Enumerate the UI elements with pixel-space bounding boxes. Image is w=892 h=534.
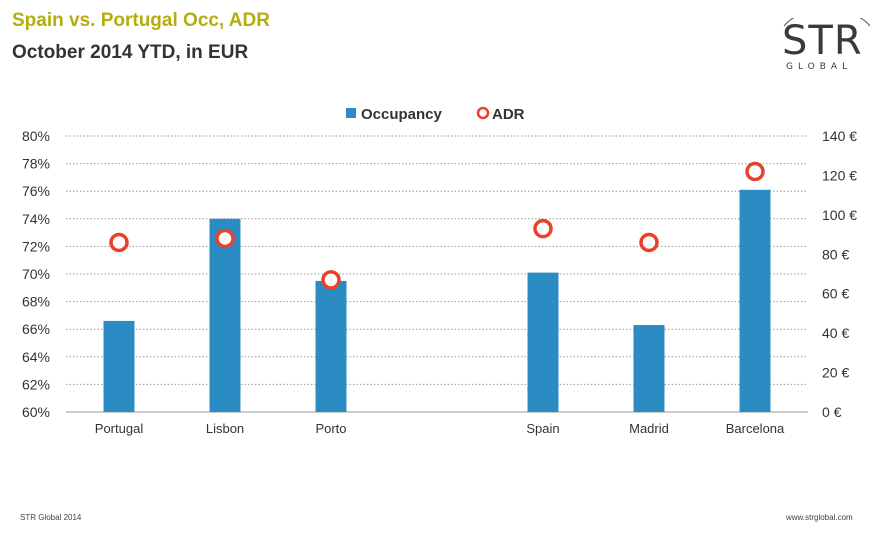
left-axis-tick-labels: 60% 62% 64% 66% 68% 70% 72% 74% 76% 78% 80% (22, 128, 50, 420)
adr-marker (109, 232, 129, 253)
left-tick-label: 60% (22, 404, 50, 420)
category-label: Portugal (95, 421, 144, 436)
logo-main-text: STR (782, 18, 863, 64)
right-tick-label: 80 € (822, 246, 849, 262)
adr-marker (533, 218, 553, 239)
chart-subtitle: October 2014 YTD, in EUR (12, 42, 249, 63)
left-tick-label: 76% (22, 183, 50, 199)
grid-lines (66, 135, 808, 413)
str-global-logo: STR GLOBAL (778, 18, 878, 80)
legend-occupancy-swatch (346, 108, 356, 118)
legend: Occupancy ADR (346, 106, 525, 123)
right-axis-tick-labels: 0 € 20 € 40 € 60 € 80 € 100 € 120 € 140 € (822, 128, 857, 420)
left-tick-label: 62% (22, 376, 50, 392)
occupancy-bar (103, 320, 135, 412)
occupancy-bar (739, 189, 771, 412)
occupancy-bar (209, 218, 241, 412)
adr-marker (321, 270, 341, 290)
logo-sub-text: GLOBAL (786, 62, 853, 72)
adr-marker (745, 161, 765, 182)
left-tick-label: 68% (22, 294, 50, 310)
adr-markers (109, 161, 765, 290)
right-tick-label: 0 € (822, 404, 842, 420)
occupancy-bar (633, 325, 665, 412)
logo-arc-icon (783, 18, 871, 27)
category-label: Lisbon (206, 421, 244, 436)
occupancy-bar (527, 272, 559, 412)
footer-copyright: STR Global 2014 (20, 513, 82, 522)
adr-marker (215, 228, 235, 249)
legend-occupancy-label: Occupancy (361, 106, 443, 123)
category-labels: Portugal Lisbon Porto Spain Madrid Barcelona (95, 421, 785, 436)
left-tick-label: 78% (22, 156, 50, 172)
right-tick-label: 60 € (822, 286, 849, 302)
right-tick-label: 120 € (822, 167, 857, 183)
right-tick-label: 100 € (822, 207, 857, 223)
occupancy-bar (315, 280, 347, 412)
adr-marker (639, 232, 659, 253)
left-tick-label: 80% (22, 128, 50, 144)
left-tick-label: 72% (22, 238, 50, 254)
chart-title: Spain vs. Portugal Occ, ADR (12, 10, 270, 31)
left-tick-label: 64% (22, 349, 50, 365)
left-tick-label: 74% (22, 211, 50, 227)
category-label: Barcelona (726, 421, 785, 436)
category-label: Madrid (629, 421, 669, 436)
left-tick-label: 70% (22, 266, 50, 282)
right-tick-label: 40 € (822, 325, 849, 341)
legend-adr-swatch (476, 106, 490, 120)
footer-url: www.strglobal.com (786, 513, 853, 522)
left-tick-label: 66% (22, 321, 50, 337)
category-label: Porto (315, 421, 346, 436)
right-tick-label: 20 € (822, 365, 849, 381)
category-label: Spain (526, 421, 559, 436)
occupancy-bars (103, 189, 771, 412)
right-tick-label: 140 € (822, 128, 857, 144)
legend-adr-label: ADR (492, 106, 525, 123)
